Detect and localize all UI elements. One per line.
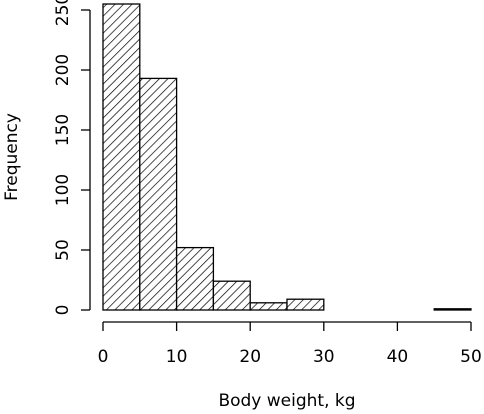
y-tick-label-0: 0: [53, 305, 73, 316]
x-tick-label-40: 40: [387, 347, 409, 367]
histogram-bar-20-25: [249, 302, 288, 311]
x-axis-title: Body weight, kg: [218, 391, 355, 411]
histogram-bar-15-20: [212, 280, 251, 311]
y-tick-label-200: 200: [53, 54, 73, 86]
y-tick-label-50: 50: [53, 239, 73, 261]
histogram-bar-0-5: [102, 3, 141, 311]
x-tick-label-0: 0: [98, 347, 109, 367]
y-axis-title: Frequency: [2, 113, 22, 201]
histogram-bar-5-10: [139, 77, 178, 311]
histogram-bar-25-30: [286, 298, 325, 311]
histogram-bar-45-50: [433, 308, 472, 311]
histogram-bar-10-15: [175, 246, 215, 311]
y-tick-label-150: 150: [53, 114, 73, 146]
bars-group: [102, 3, 472, 311]
x-tick-label-10: 10: [166, 347, 188, 367]
y-tick-label-250: 250: [53, 0, 73, 26]
x-tick-label-30: 30: [313, 347, 335, 367]
x-tick-label-20: 20: [239, 347, 261, 367]
x-axis: 0 10 20 30 40 50: [98, 321, 482, 367]
y-tick-label-100: 100: [53, 174, 73, 206]
y-axis: 0 50 100 150 200 250: [53, 0, 91, 316]
x-tick-label-50: 50: [460, 347, 482, 367]
